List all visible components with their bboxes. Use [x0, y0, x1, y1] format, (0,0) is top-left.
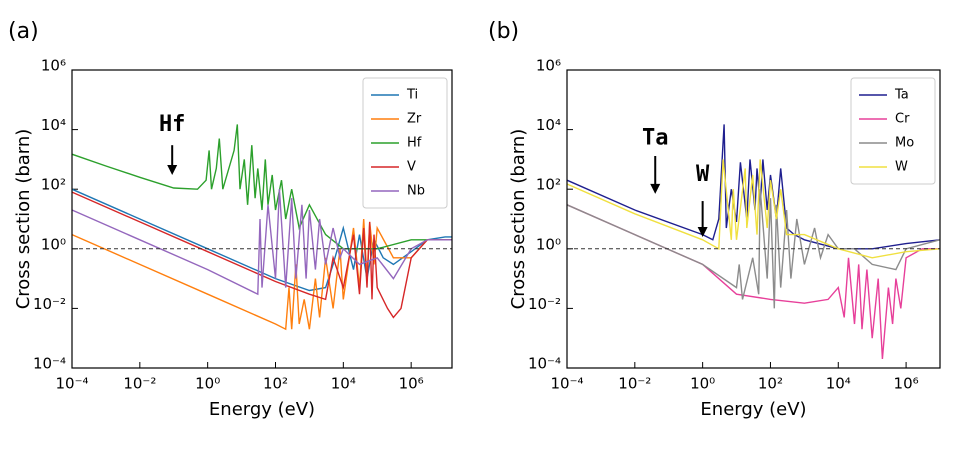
- arrow-head: [650, 183, 661, 194]
- y-tick-label: 10²: [536, 176, 561, 194]
- legend-label: W: [895, 160, 908, 175]
- y-tick-label: 10⁰: [536, 235, 561, 253]
- y-axis-label: Cross section (barn): [13, 129, 34, 310]
- x-tick-label: 10⁻²: [618, 375, 651, 393]
- x-tick-label: 10⁻²: [123, 375, 156, 393]
- legend-label: Zr: [407, 112, 422, 127]
- legend-label: Ta: [894, 88, 909, 103]
- x-tick-label: 10²: [758, 375, 783, 393]
- annotation: Ta: [642, 126, 669, 151]
- y-tick-label: 10⁴: [41, 116, 66, 134]
- series-line: [567, 204, 940, 360]
- legend-label: Nb: [407, 184, 425, 199]
- x-tick-label: 10⁻⁴: [550, 375, 583, 393]
- axes-frame: [566, 69, 941, 369]
- y-tick-label: 10⁻⁴: [528, 355, 561, 373]
- panel-label: (b): [488, 19, 519, 44]
- legend-label: Cr: [895, 112, 910, 127]
- legend-label: Hf: [407, 136, 422, 151]
- series-line: [72, 124, 452, 250]
- y-tick-label: 10⁻²: [33, 295, 66, 313]
- series-line: [567, 124, 940, 250]
- y-tick-label: 10⁶: [536, 57, 561, 75]
- series-line: [72, 218, 452, 331]
- plot-area: [72, 124, 452, 331]
- arrow-head: [697, 226, 708, 237]
- y-tick-label: 10⁻²: [528, 295, 561, 313]
- x-tick-label: 10⁶: [894, 375, 919, 393]
- y-axis-label: Cross section (barn): [508, 129, 529, 310]
- y-tick-label: 10²: [41, 176, 66, 194]
- y-tick-label: 10⁻⁴: [33, 355, 66, 373]
- x-axis-label: Energy (eV): [209, 399, 315, 420]
- axes-frame: [71, 69, 453, 369]
- series-line: [72, 191, 452, 319]
- panel-label: (a): [8, 19, 39, 44]
- y-tick-label: 10⁴: [536, 116, 561, 134]
- y-tick-label: 10⁶: [41, 57, 66, 75]
- legend-box: [362, 77, 448, 209]
- x-tick-label: 10⁴: [826, 375, 851, 393]
- legend-label: Ti: [406, 88, 418, 103]
- arrow-head: [167, 164, 178, 175]
- x-axis-label: Energy (eV): [700, 399, 806, 420]
- legend-label: V: [407, 160, 416, 175]
- legend-box: [850, 77, 936, 185]
- x-tick-label: 10⁰: [690, 375, 715, 393]
- x-tick-label: 10⁶: [399, 375, 424, 393]
- legend-label: Mo: [895, 136, 914, 151]
- annotation: Hf: [159, 112, 186, 137]
- y-tick-label: 10⁰: [41, 235, 66, 253]
- x-tick-label: 10⁴: [331, 375, 356, 393]
- series-line: [72, 189, 452, 296]
- annotation: W: [696, 162, 710, 187]
- x-tick-label: 10²: [263, 375, 288, 393]
- x-tick-label: 10⁰: [195, 375, 220, 393]
- x-tick-label: 10⁻⁴: [55, 375, 88, 393]
- series-line: [567, 159, 940, 259]
